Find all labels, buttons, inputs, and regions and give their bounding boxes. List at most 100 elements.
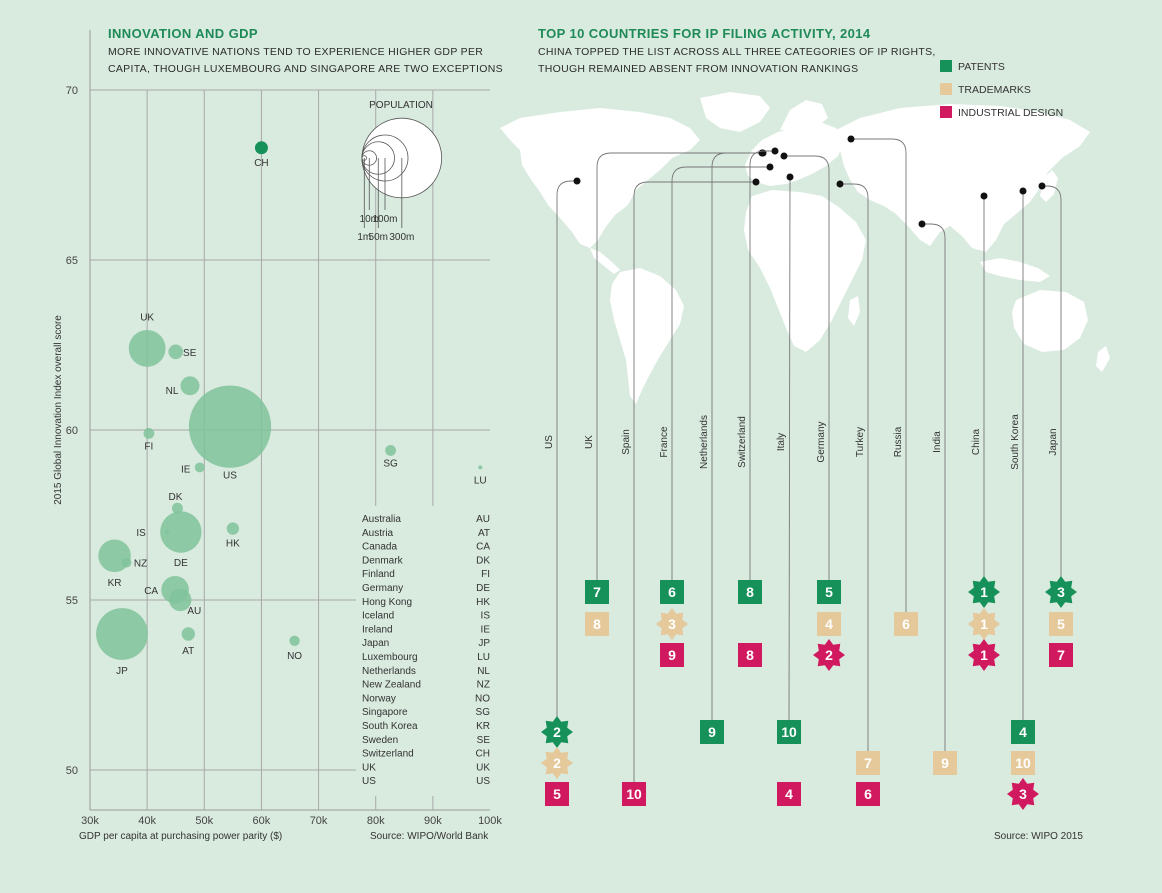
map-location-dot [573,177,581,185]
abbr-country: Norway [362,693,396,704]
ip-rank-value: 5 [553,786,561,802]
ip-rank-value: 3 [1057,584,1065,600]
ip-connector [633,181,756,782]
scatter-points: CH UK SE NL US FI IE SG LU DK HK IS DE KR NZ CA AU AT NO JP [96,141,487,677]
ip-country-label: Japan [1048,428,1059,455]
abbr-country: Switzerland [362,749,414,760]
bubble-fi [143,428,155,439]
ip-rank-value: 5 [825,584,833,600]
abbr-country: Canada [362,542,397,553]
ip-column-russia: Russia 6 [893,426,918,636]
abbr-code: US [476,776,490,787]
ip-column-uk: UK 7 8 [584,435,609,636]
world-map [500,92,1110,404]
ip-rank-star-patents [968,576,1000,608]
abbr-country: Austria [362,528,394,539]
bubble-lu [478,465,483,470]
legend-swatch-patents [940,60,952,72]
ip-connector [711,152,762,720]
ip-country-label: UK [584,435,595,449]
bubble-label-uk: UK [140,312,154,323]
population-key-title: POPULATION [369,100,433,111]
abbr-country: Japan [362,638,389,649]
map-location-dot [980,192,988,200]
ip-rank-box-design [622,782,646,806]
abbr-code: HK [476,597,490,608]
ip-connector [556,180,577,720]
abbr-code: NL [477,666,490,677]
ip-rank-value: 3 [668,616,676,632]
bubble-label-jp: JP [116,666,128,677]
ip-rank-box-design [660,643,684,667]
population-key-label: 300m [389,232,414,243]
bubble-label-ca: CA [144,586,158,597]
ip-country-label: China [971,429,982,456]
ip-rank-box-trademarks [817,612,841,636]
ip-country-label: South Korea [1010,414,1021,470]
y-axis-label: 2015 Global Innovation Index overall sco… [53,315,64,505]
y-tick-label: 65 [66,255,78,267]
bubble-us [188,385,272,468]
ip-connector [749,150,775,580]
ip-rank-box-trademarks [585,612,609,636]
x-tick-label: 90k [424,815,442,827]
bubble-ch [254,141,268,155]
ip-connector [788,176,791,721]
ip-rank-box-patents [738,580,762,604]
bubble-se [168,344,183,360]
ip-rank-value: 9 [941,755,949,771]
map-location-dot [780,152,788,160]
ip-column-japan: Japan 3 5 7 [1045,428,1077,667]
map-se-asia [980,258,1050,282]
abbr-code: KR [476,721,490,732]
ip-rank-star-trademarks [656,608,688,640]
ip-rank-box-patents [700,720,724,744]
map-location-dot [786,173,794,181]
bubble-is [165,530,170,534]
ip-country-label: India [932,431,943,453]
ip-country-label: Switzerland [737,416,748,468]
ip-rank-box-design [777,782,801,806]
ip-column-india: India 9 [932,431,957,775]
ip-connector [596,152,763,580]
bubble-label-us: US [223,471,237,482]
ip-rank-star-trademarks [968,608,1000,640]
ip-rank-box-design [545,782,569,806]
abbr-country: US [362,776,376,787]
ip-connector [784,155,830,580]
ip-column-switzerland: Switzerland 8 8 [737,416,762,667]
bubble-label-no: NO [287,651,302,662]
ip-country-label: Netherlands [699,415,710,469]
ip-rank-value: 7 [864,755,872,771]
ip-rank-box-trademarks [1011,751,1035,775]
population-key: POPULATION 1m 10m 50m 100m 300m [357,100,443,243]
ip-rank-value: 7 [1057,647,1065,663]
ip-rank-box-patents [817,580,841,604]
map-location-dot [836,180,844,188]
abbr-code: CA [476,542,490,553]
ip-rank-value: 4 [785,786,793,802]
bubble-dk [171,502,183,514]
ip-rank-star-patents [1045,576,1077,608]
ip-column-france: France 6 3 9 [656,426,688,667]
ip-rank-box-patents [585,580,609,604]
bubble-label-lu: LU [474,475,487,486]
abbr-code: SE [477,735,491,746]
ip-rank-value: 10 [1015,755,1031,771]
abbr-code: SG [476,707,491,718]
x-tick-label: 50k [195,815,213,827]
bubble-sg [385,445,396,456]
ip-connectors [556,135,1062,782]
abbr-country: Netherlands [362,666,416,677]
ip-rank-star-design [813,639,845,671]
map-madagascar [848,296,860,326]
ip-column-south-korea: South Korea 4 10 3 [1007,414,1039,810]
bubble-label-ch: CH [254,158,268,169]
bubble-label-kr: KR [108,578,122,589]
ip-rank-value: 9 [668,647,676,663]
ip-country-label: Turkey [855,427,866,457]
x-tick-label: 70k [310,815,328,827]
population-key-label: 50m [369,232,388,243]
ip-column-netherlands: Netherlands 9 [699,415,724,744]
